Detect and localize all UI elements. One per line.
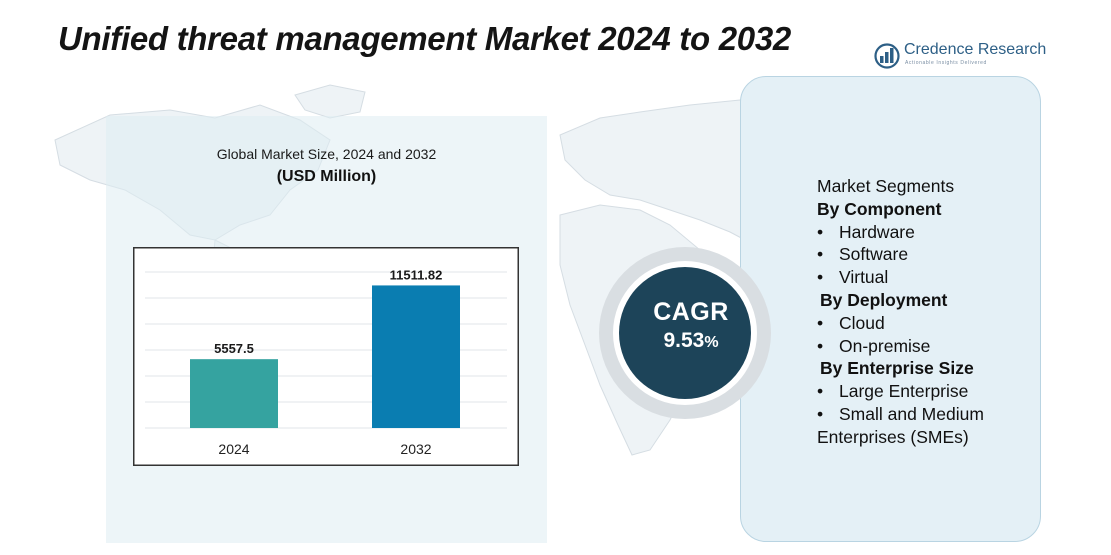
segment-group-title: By Component <box>817 198 942 219</box>
cagr-value: 9.53% <box>625 329 757 353</box>
cagr-badge <box>599 247 771 419</box>
x-tick-label: 2032 <box>400 441 431 457</box>
bar-2024 <box>190 359 278 428</box>
chart-bars: 5557.5 2024 11511.82 2032 <box>190 267 460 457</box>
segment-item-label: Small and Medium <box>839 403 984 424</box>
logo-bars-icon <box>874 43 900 69</box>
cagr-number: 9.53 <box>663 329 705 352</box>
segment-item-label: Hardware <box>839 221 915 242</box>
bullet-icon: • <box>817 267 824 288</box>
cagr-text: CAGR 9.53% <box>625 298 757 353</box>
bullet-icon: • <box>817 312 824 333</box>
x-tick-label: 2024 <box>218 441 249 457</box>
segment-item-label: Virtual <box>839 267 889 288</box>
segment-item-label: Software <box>839 244 909 265</box>
segment-item: • Large Enterprise <box>817 380 1057 403</box>
segment-item: • On-premise <box>817 335 1057 358</box>
bullet-icon: • <box>817 403 824 424</box>
segment-item: • Small and Medium <box>817 403 1057 426</box>
page-title: Unified threat management Market 2024 to… <box>58 20 791 57</box>
bar-value-label: 11511.82 <box>390 267 443 282</box>
segment-group-title: By Enterprise Size <box>820 358 974 379</box>
chart-subtitle: Global Market Size, 2024 and 2032 <box>216 146 437 162</box>
bullet-icon: • <box>817 244 824 265</box>
cagr-percent: % <box>704 334 719 351</box>
segment-item: • Software <box>817 243 1057 266</box>
chart-unit: (USD Million) <box>276 168 377 185</box>
bullet-icon: • <box>817 221 824 242</box>
segment-item-label: On-premise <box>839 335 931 356</box>
segment-item: • Virtual <box>817 266 1057 289</box>
bullet-icon: • <box>817 381 824 402</box>
logo-name: Credence Research <box>904 41 1047 58</box>
segments-panel <box>740 76 1041 542</box>
segment-item: • Cloud <box>817 312 1057 335</box>
bar-2032 <box>372 285 460 428</box>
market-segments-list: Market Segments By Component • Hardware • So… <box>817 175 1057 449</box>
cagr-circle <box>619 267 751 399</box>
bullet-icon: • <box>817 335 824 356</box>
segment-item-label: Cloud <box>839 312 885 333</box>
segments-heading: Market Segments <box>817 176 955 196</box>
segment-group-title: By Deployment <box>820 289 948 310</box>
cagr-label: CAGR <box>653 298 729 326</box>
credence-research-logo: Credence Research Actionable Insights De… <box>874 40 1047 70</box>
segment-item-continuation: Enterprises (SMEs) <box>817 426 969 447</box>
segment-item: • Hardware <box>817 221 1057 244</box>
logo-tagline: Actionable Insights Delivered <box>905 60 987 66</box>
chart-frame <box>133 247 519 466</box>
segment-item-label: Large Enterprise <box>839 381 969 402</box>
bar-value-label: 5557.5 <box>214 341 254 356</box>
market-size-bar-chart: 5557.5 2024 11511.82 2032 <box>133 247 519 466</box>
